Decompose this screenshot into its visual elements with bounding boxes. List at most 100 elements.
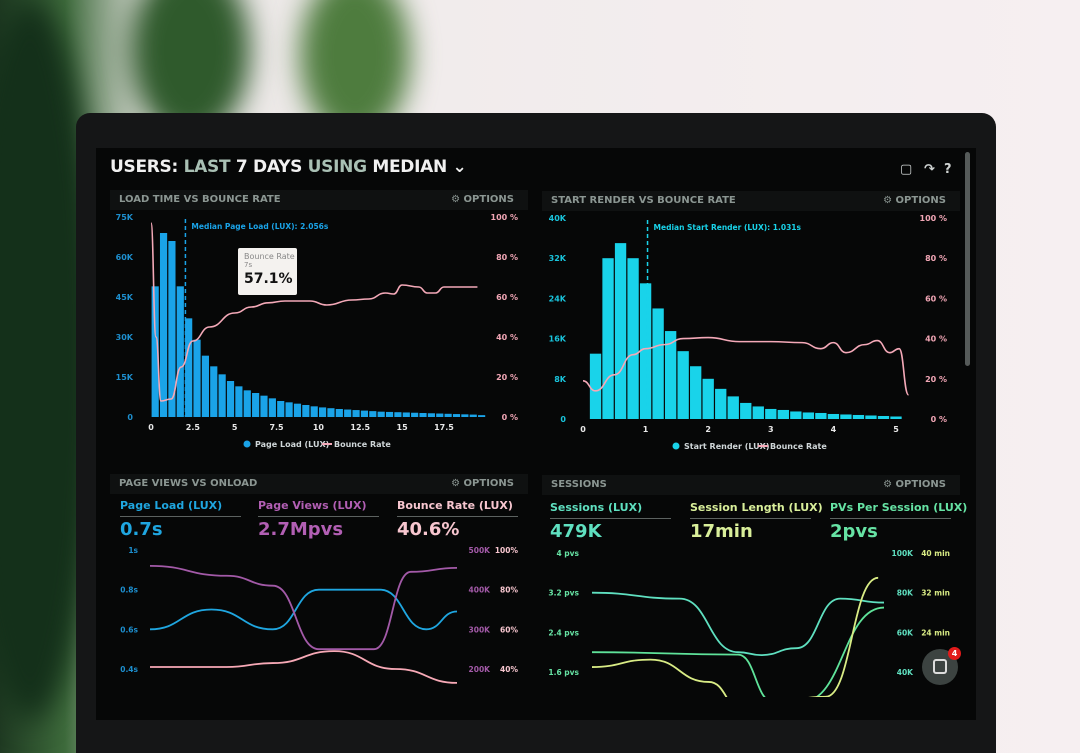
kpi-label: PVs Per Session (LUX) — [830, 501, 968, 514]
title-range: 7 DAYS — [235, 157, 303, 177]
options-button[interactable]: ⚙ OPTIONS — [883, 479, 946, 490]
bar — [226, 381, 235, 417]
x-tick-label: 2 — [705, 425, 711, 434]
bar — [243, 390, 251, 417]
panel-header-page-views: PAGE VIEWS VS ONLOAD ⚙ OPTIONS — [110, 474, 528, 494]
y-tick-label: 16K — [549, 335, 567, 344]
legend-label: Page Load (LUX) — [255, 440, 329, 449]
y-tick-label: 1s — [128, 546, 138, 555]
y2-tick-label: 100K — [892, 549, 915, 558]
y-tick-label: 0.6s — [120, 625, 138, 634]
panel-header-load-time: LOAD TIME VS BOUNCE RATE ⚙ OPTIONS — [110, 190, 528, 210]
panel-header-start-render: START RENDER VS BOUNCE RATE ⚙ OPTIONS — [542, 191, 960, 211]
y-tick-label: 4 pvs — [556, 549, 579, 558]
legend-label: Bounce Rate — [770, 442, 827, 451]
kpi-label: Page Load (LUX) — [120, 499, 223, 512]
options-button[interactable]: ⚙ OPTIONS — [451, 194, 514, 205]
scrollbar[interactable] — [965, 152, 970, 366]
y2-tick-label: 40 % — [925, 335, 947, 344]
bar — [310, 406, 318, 417]
y2-tick-label: 300K — [469, 625, 492, 634]
y2-tick-label: 80K — [897, 589, 914, 598]
tooltip: Bounce Rate 7s 57.1% — [238, 248, 297, 295]
options-button[interactable]: ⚙ OPTIONS — [883, 195, 946, 206]
y2-tick-label: 60 % — [496, 293, 518, 302]
kpi-label: Sessions (LUX) — [550, 501, 643, 514]
series-line — [149, 564, 458, 651]
chevron-down-icon[interactable]: ⌄ — [452, 157, 467, 177]
y2-tick-label: 40 % — [496, 333, 518, 342]
bar — [614, 243, 627, 419]
y3-tick-label: 32 min — [921, 589, 950, 598]
x-tick-label: 2.5 — [186, 423, 201, 432]
bar — [865, 415, 877, 419]
bar — [201, 355, 209, 417]
bar — [176, 286, 184, 417]
y3-tick-label: 40% — [500, 665, 518, 674]
kpi-label: Page Views (LUX) — [258, 499, 367, 512]
page-title[interactable]: USERS: LAST 7 DAYS USING MEDIAN ⌄ — [110, 157, 467, 177]
share-icon[interactable]: ↷ — [924, 162, 935, 177]
options-button[interactable]: ⚙ OPTIONS — [451, 478, 514, 489]
title-using: USING — [307, 157, 367, 177]
y2-tick-label: 20 % — [925, 375, 947, 384]
y-tick-label: 8K — [554, 375, 567, 384]
y-tick-label: 0.8s — [120, 586, 138, 595]
y2-tick-label: 0 % — [502, 413, 518, 422]
y3-tick-label: 100% — [495, 546, 519, 555]
title-aggregate: MEDIAN — [372, 157, 447, 177]
bar — [151, 286, 159, 417]
monitor-icon[interactable]: ▢ — [900, 162, 913, 177]
panel-title: SESSIONS — [551, 479, 607, 490]
y2-tick-label: 20 % — [496, 373, 518, 382]
bar — [715, 388, 727, 419]
median-label: Median Start Render (LUX): 1.031s — [654, 223, 802, 232]
kpi-divider — [120, 516, 241, 517]
y3-tick-label: 80% — [500, 586, 518, 595]
bar — [589, 353, 602, 419]
y2-tick-label: 500K — [469, 546, 492, 555]
series-line — [149, 588, 458, 631]
bar — [469, 414, 477, 417]
bar — [436, 413, 444, 417]
bar — [352, 410, 360, 417]
kpi-label: Session Length (LUX) — [690, 501, 823, 514]
bar — [452, 414, 461, 417]
kpi-value: 40.6% — [397, 519, 460, 540]
kpi-divider — [690, 518, 811, 519]
x-tick-label: 5 — [232, 423, 238, 432]
bar — [852, 414, 865, 419]
help-icon[interactable]: ? — [944, 162, 952, 177]
bar — [677, 351, 689, 419]
chat-button[interactable]: 4 — [922, 647, 961, 685]
y-tick-label: 1.6 pvs — [548, 668, 579, 677]
bar — [293, 403, 302, 417]
bar — [218, 374, 226, 417]
y-tick-label: 3.2 pvs — [548, 589, 579, 598]
x-tick-label: 7.5 — [269, 423, 284, 432]
median-label: Median Page Load (LUX): 2.056s — [191, 222, 328, 231]
bar — [652, 308, 664, 419]
bar — [385, 411, 394, 417]
x-tick-label: 1 — [643, 425, 649, 434]
kpi-value: 0.7s — [120, 519, 163, 540]
bar — [877, 415, 890, 419]
bar — [394, 412, 402, 417]
y-tick-label: 24K — [549, 294, 567, 303]
y2-tick-label: 400K — [469, 586, 492, 595]
kpi-value: 2pvs — [830, 521, 878, 542]
kpi-value: 2.7Mpvs — [258, 519, 344, 540]
y-tick-label: 40K — [549, 214, 567, 223]
x-tick-label: 15 — [397, 423, 409, 432]
x-tick-label: 5 — [893, 425, 899, 434]
y2-tick-label: 60K — [897, 628, 914, 637]
y-tick-label: 0 — [127, 413, 133, 422]
bar — [602, 258, 614, 419]
bar — [827, 413, 840, 419]
kpi-divider — [397, 516, 518, 517]
bar — [168, 241, 176, 417]
bar — [260, 395, 268, 417]
kpi-value: 17min — [690, 521, 753, 542]
y-tick-label: 30K — [116, 333, 134, 342]
x-tick-label: 12.5 — [350, 423, 370, 432]
